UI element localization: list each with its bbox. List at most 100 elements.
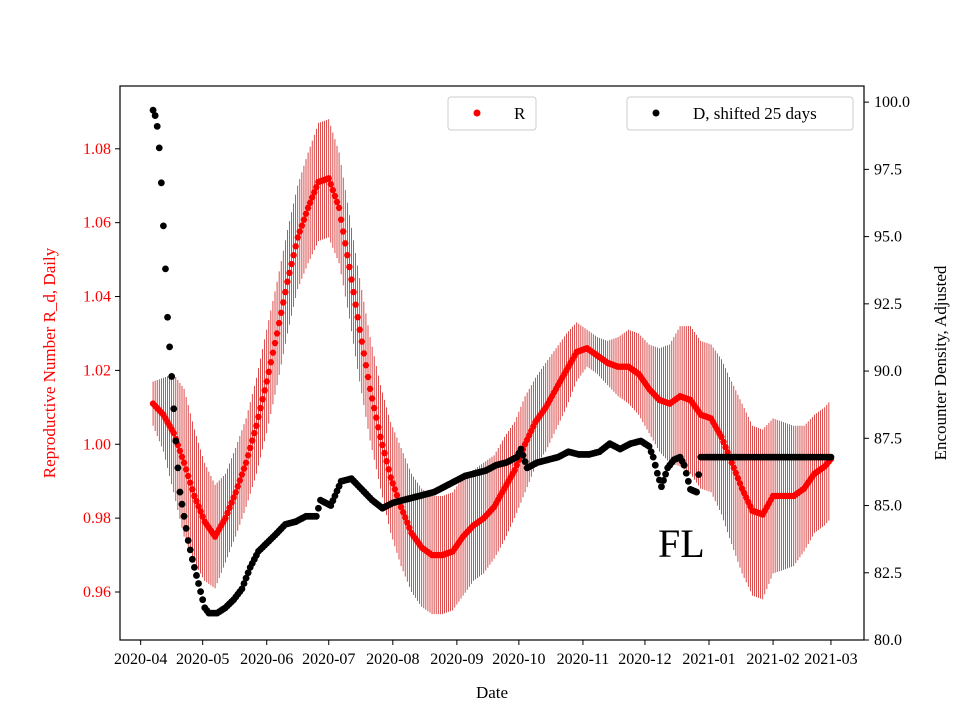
r-point: [720, 438, 727, 446]
r-point: [294, 234, 301, 241]
r-point: [226, 504, 233, 511]
r-point: [180, 459, 188, 466]
d-point: [149, 106, 157, 114]
r-point: [730, 464, 737, 472]
r-point: [329, 186, 337, 194]
r-series: [149, 175, 835, 559]
r-point: [300, 216, 308, 223]
d-point: [193, 572, 200, 579]
d-point: [240, 580, 248, 587]
r-point: [271, 339, 279, 347]
r-point: [170, 429, 177, 437]
r-point: [736, 480, 744, 487]
r-point: [371, 404, 378, 412]
y-right-tick-label: 87.5: [874, 430, 902, 447]
r-point: [391, 486, 399, 493]
r-point: [354, 314, 361, 321]
r-point: [230, 494, 237, 501]
r-point: [346, 263, 353, 271]
r-point: [734, 475, 742, 482]
r-point: [224, 509, 231, 517]
y-left-axis-ticks: 0.96 0.98 1.00 1.02 1.04 1.06 1.08: [83, 141, 120, 601]
r-point: [199, 513, 206, 520]
r-point: [185, 472, 192, 480]
r-point: [259, 395, 266, 403]
r-point: [298, 222, 306, 229]
r-point: [247, 444, 254, 452]
r-point: [379, 441, 386, 449]
r-point: [344, 251, 351, 259]
r-point: [325, 175, 332, 182]
d-point: [170, 405, 178, 413]
r-point: [381, 449, 388, 457]
d-point: [827, 453, 835, 461]
r-point: [337, 216, 345, 223]
r-point: [311, 189, 318, 196]
x-tick-label: 2020-04: [114, 651, 167, 668]
legend-r: R: [447, 96, 537, 131]
d-point: [172, 437, 180, 445]
d-point: [682, 469, 690, 477]
r-point: [195, 503, 202, 510]
d-point: [153, 122, 161, 130]
r-point: [377, 433, 384, 441]
y-right-tick-label: 97.5: [874, 161, 902, 178]
r-point: [335, 204, 343, 212]
r-point: [383, 458, 390, 465]
r-point: [255, 413, 262, 421]
legend-d-label: D, shifted 25 days: [693, 104, 817, 123]
r-point: [722, 444, 729, 451]
d-point: [662, 470, 669, 478]
r-point: [352, 301, 359, 308]
r-point: [362, 362, 370, 369]
r-point: [327, 181, 334, 188]
y-right-tick-label: 85.0: [874, 498, 902, 515]
d-point: [695, 471, 703, 479]
r-point: [273, 330, 281, 337]
r-point: [290, 251, 297, 259]
d-point: [160, 222, 167, 230]
r-point: [269, 349, 277, 356]
r-point: [348, 276, 355, 283]
x-tick-label: 2021-01: [682, 651, 735, 668]
r-point: [178, 453, 186, 461]
r-point: [244, 452, 252, 459]
r-point: [309, 194, 316, 201]
d-point: [645, 442, 653, 450]
r-point: [228, 499, 235, 506]
x-tick-label: 2020-06: [240, 651, 293, 668]
r-point: [393, 492, 401, 499]
y-right-axis-label: Encounter Density, Adjusted: [931, 265, 950, 460]
r-point: [275, 319, 283, 327]
r-point: [267, 359, 275, 366]
d-point: [651, 461, 659, 469]
r-point: [364, 373, 372, 381]
plot-frame: [119, 85, 865, 641]
r-point: [732, 469, 740, 477]
r-point: [350, 288, 357, 296]
r-point: [342, 240, 349, 247]
r-point: [296, 228, 303, 235]
x-tick-label: 2020-11: [557, 651, 610, 668]
d-point: [186, 546, 194, 554]
r-point: [387, 474, 394, 481]
r-point: [197, 508, 204, 515]
r-point: [263, 378, 270, 385]
r-point: [238, 471, 246, 478]
d-point: [157, 179, 165, 187]
y-right-tick-label: 80.0: [874, 632, 902, 649]
r-point: [265, 368, 272, 376]
r-point: [511, 466, 518, 474]
r-point: [385, 466, 392, 473]
r-point: [718, 433, 725, 441]
legend-d-marker: [652, 109, 660, 117]
r-point: [356, 326, 363, 333]
r-point: [404, 519, 411, 526]
y-left-tick-label: 1.08: [83, 141, 111, 158]
x-tick-label: 2020-05: [176, 651, 229, 668]
x-tick-label: 2020-10: [492, 651, 545, 668]
d-point: [199, 596, 207, 604]
r-point: [306, 199, 314, 206]
x-tick-label: 2020-08: [366, 651, 419, 668]
r-point: [728, 459, 735, 466]
